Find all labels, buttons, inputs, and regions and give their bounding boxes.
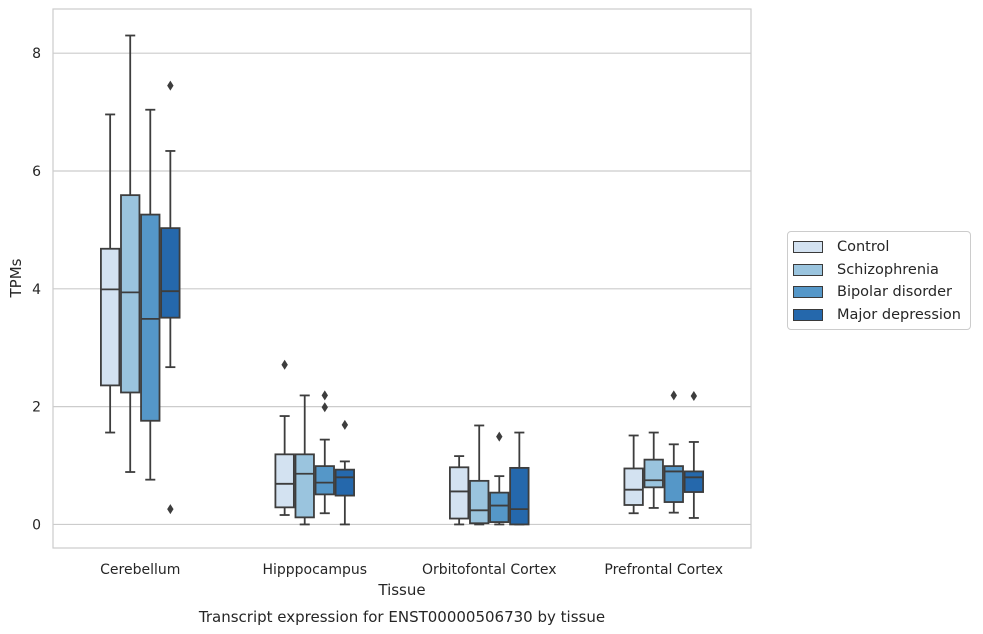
box-iqr	[100, 247, 121, 387]
legend-label-bipolar-disorder: Bipolar disorder	[837, 284, 952, 301]
box-iqr	[469, 479, 490, 525]
box-schizophrenia-orbitofontal-cortex	[469, 424, 490, 526]
box-iqr	[334, 468, 355, 497]
y-tick-labels: 0 2 4 6 8	[32, 46, 41, 533]
outlier-point	[496, 431, 503, 442]
y-axis-label: TPMs	[7, 258, 25, 298]
box-iqr	[509, 466, 530, 526]
y-tick-2: 2	[32, 400, 41, 416]
chart-caption: Transcript expression for ENST0000050673…	[198, 608, 605, 626]
legend-swatch-bipolar-disorder	[793, 286, 823, 299]
box-control-orbitofontal-cortex	[449, 455, 470, 526]
legend-label-major-depression: Major depression	[837, 306, 961, 323]
x-tick-labels: Cerebellum Hipppocampus Orbitofontal Corte…	[100, 562, 723, 578]
y-tick-0: 0	[32, 517, 41, 533]
box-bipolar-disorder-cerebellum	[140, 108, 161, 481]
legend-item-major-depression: Major depression	[788, 304, 970, 327]
y-tick-8: 8	[32, 46, 41, 62]
box-iqr	[294, 453, 315, 519]
box-schizophrenia-cerebellum	[120, 34, 141, 473]
box-iqr	[623, 467, 644, 506]
outlier-point	[321, 390, 328, 401]
y-tick-4: 4	[32, 282, 41, 298]
legend-label-control: Control	[837, 239, 890, 256]
box-iqr	[489, 491, 510, 523]
legend: Control Schizophrenia Bipolar disorder M…	[787, 231, 971, 330]
outlier-point	[690, 391, 698, 402]
box-control-hipppocampus	[274, 359, 295, 516]
x-tick-prefrontal-cortex: Prefrontal Cortex	[604, 562, 723, 578]
x-tick-cerebellum: Cerebellum	[100, 562, 180, 578]
box-iqr	[140, 213, 161, 422]
legend-swatch-schizophrenia	[793, 263, 823, 276]
box-schizophrenia-hipppocampus	[294, 394, 315, 526]
outlier-point	[167, 80, 174, 91]
box-iqr	[120, 194, 141, 394]
box-iqr	[314, 465, 335, 496]
box-control-prefrontal-cortex	[623, 434, 644, 515]
box-iqr	[663, 465, 684, 503]
box-iqr	[449, 466, 470, 520]
legend-item-bipolar-disorder: Bipolar disorder	[788, 281, 970, 304]
box-bipolar-disorder-prefrontal-cortex	[663, 390, 684, 514]
box-iqr	[683, 470, 704, 493]
x-tick-hipppocampus: Hipppocampus	[262, 562, 367, 578]
box-control-cerebellum	[100, 113, 121, 434]
legend-swatch-major-depression	[793, 308, 823, 321]
legend-label-schizophrenia: Schizophrenia	[837, 261, 939, 278]
box-iqr	[160, 227, 181, 319]
box-bipolar-disorder-orbitofontal-cortex	[489, 431, 510, 526]
outlier-point	[167, 504, 174, 515]
box-schizophrenia-prefrontal-cortex	[643, 431, 664, 509]
outlier-point	[321, 402, 328, 413]
box-major-depression-orbitofontal-cortex	[509, 431, 530, 526]
legend-item-schizophrenia: Schizophrenia	[788, 259, 970, 282]
outlier-point	[281, 359, 288, 370]
x-axis-label: Tissue	[377, 581, 425, 599]
outlier-point	[670, 390, 677, 401]
outlier-point	[341, 419, 349, 430]
box-iqr	[643, 458, 664, 489]
boxes-layer	[100, 34, 704, 526]
legend-item-control: Control	[788, 236, 970, 259]
box-iqr	[274, 453, 295, 509]
box-bipolar-disorder-hipppocampus	[314, 390, 335, 515]
x-tick-orbitofontal-cortex: Orbitofontal Cortex	[422, 562, 557, 578]
box-major-depression-hipppocampus	[334, 419, 355, 526]
box-major-depression-cerebellum	[160, 80, 181, 515]
legend-swatch-control	[793, 241, 823, 254]
box-major-depression-prefrontal-cortex	[683, 391, 704, 519]
y-tick-6: 6	[32, 164, 41, 180]
